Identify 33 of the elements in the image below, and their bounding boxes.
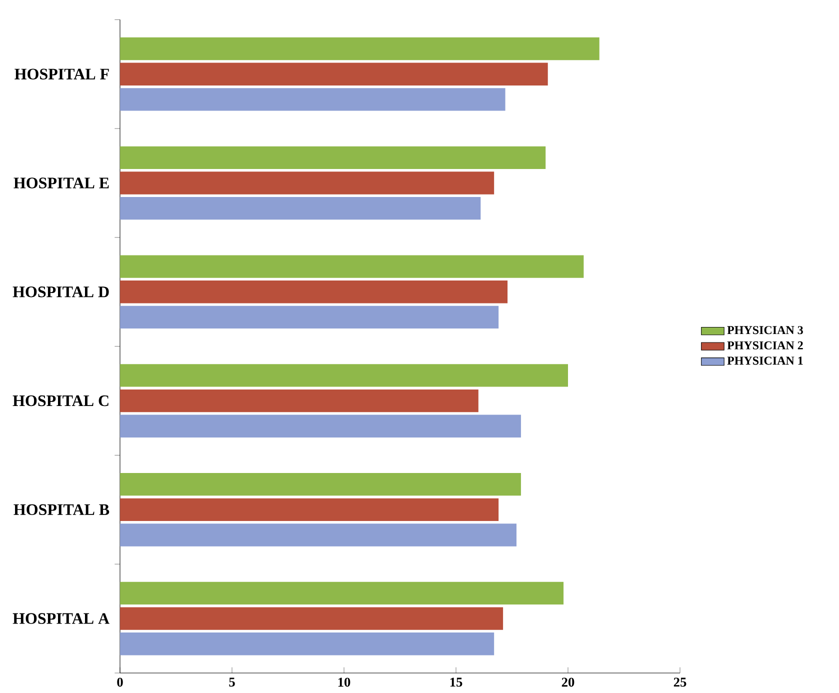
legend-label: PHYSICIAN 3 bbox=[727, 326, 803, 334]
bar bbox=[120, 498, 499, 521]
x-tick-label: 10 bbox=[338, 678, 350, 687]
bar bbox=[120, 62, 548, 86]
y-tick-label: HOSPITAL B bbox=[14, 504, 110, 516]
y-tick-label: HOSPITAL E bbox=[14, 178, 109, 188]
x-tick-label: 5 bbox=[229, 678, 235, 687]
bar bbox=[120, 280, 508, 304]
x-tick-label: 0 bbox=[117, 678, 123, 687]
y-tick-label: HOSPITAL D bbox=[12, 286, 109, 298]
bar bbox=[120, 196, 481, 220]
bar bbox=[120, 306, 499, 329]
y-tick-label: HOSPITAL A bbox=[12, 613, 110, 624]
bar bbox=[120, 172, 494, 194]
legend-label: PHYSICIAN 2 bbox=[727, 341, 803, 350]
bar bbox=[120, 632, 494, 656]
legend-label: PHYSICIAN 1 bbox=[727, 356, 803, 365]
x-tick-label: 15 bbox=[450, 678, 462, 687]
bar bbox=[120, 88, 506, 111]
bar bbox=[120, 524, 516, 546]
bar bbox=[120, 255, 584, 278]
bar bbox=[120, 582, 564, 605]
bar bbox=[120, 364, 568, 387]
bar bbox=[120, 389, 478, 412]
bar bbox=[120, 37, 600, 60]
y-tick-label: HOSPITAL F bbox=[14, 68, 109, 80]
x-tick-label: 25 bbox=[674, 678, 686, 687]
bar bbox=[120, 414, 521, 438]
bar bbox=[120, 607, 504, 630]
x-tick-label: 20 bbox=[562, 678, 574, 687]
bar bbox=[120, 473, 521, 496]
bar bbox=[120, 146, 546, 169]
y-tick-label: HOSPITAL C bbox=[12, 395, 108, 406]
